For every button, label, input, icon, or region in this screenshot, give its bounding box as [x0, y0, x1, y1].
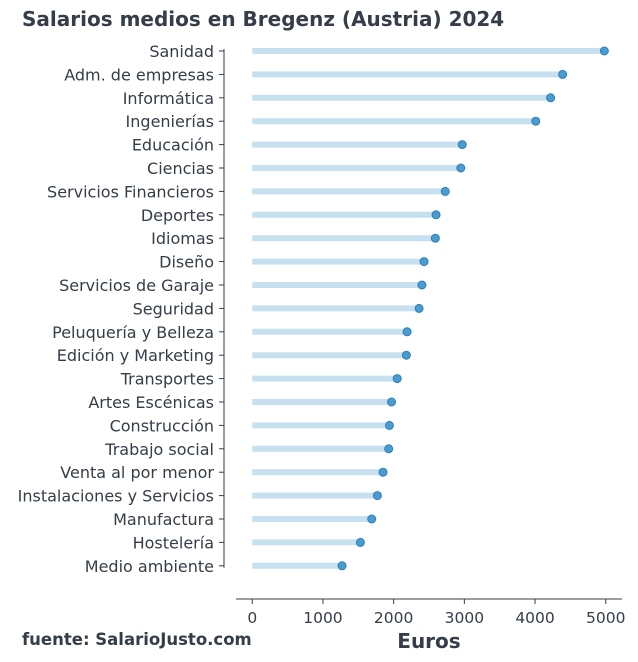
lollipop-dot: [599, 46, 609, 56]
category-label: Peluquería y Belleza: [52, 323, 214, 342]
lollipop-dot: [419, 257, 429, 267]
category-label: Diseño: [159, 253, 214, 272]
x-tick-label: 0: [247, 609, 257, 627]
category-label: Deportes: [141, 206, 214, 225]
category-label: Transportes: [120, 370, 214, 389]
category-label: Adm. de empresas: [64, 65, 214, 84]
category-label: Servicios Financieros: [47, 182, 214, 201]
x-axis-label: Euros: [397, 629, 460, 653]
category-label: Medio ambiente: [85, 557, 214, 576]
lollipop-dot: [402, 327, 412, 337]
lollipop-dot: [417, 280, 427, 290]
lollipop-dot: [378, 467, 388, 477]
lollipop-dot: [387, 397, 397, 407]
lollipop-dot: [355, 537, 365, 547]
category-label: Venta al por menor: [60, 463, 214, 482]
lollipop-dot: [372, 491, 382, 501]
x-tick-label: 2000: [374, 609, 413, 627]
lollipop-dot: [531, 116, 541, 126]
lollipop-dot: [384, 444, 394, 454]
x-tick-label: 3000: [445, 609, 484, 627]
lollipop-dot: [440, 186, 450, 196]
category-label: Construcción: [110, 416, 214, 435]
category-label: Ingenierías: [126, 112, 214, 131]
category-label: Informática: [123, 89, 214, 108]
x-tick-label: 4000: [515, 609, 554, 627]
plot-area: Sanidad Adm. de empresas Informática Ingeni…: [18, 42, 626, 627]
category-label: Hostelería: [133, 533, 214, 552]
category-label: Educación: [132, 136, 214, 155]
lollipop-dot: [337, 561, 347, 571]
category-label: Artes Escénicas: [88, 393, 214, 412]
lollipop-dot: [401, 350, 411, 360]
lollipop-dot: [430, 233, 440, 243]
source-note: fuente: SalarioJusto.com: [22, 630, 252, 649]
category-label: Sanidad: [149, 42, 214, 61]
category-label: Idiomas: [151, 229, 214, 248]
category-label: Instalaciones y Servicios: [18, 487, 214, 506]
x-tick-label: 1000: [303, 609, 342, 627]
category-label: Edición y Marketing: [57, 346, 214, 365]
lollipop-dot: [384, 420, 394, 430]
category-label: Ciencias: [147, 159, 214, 178]
lollipop-dot: [546, 93, 556, 103]
category-label: Manufactura: [113, 510, 214, 529]
category-label: Servicios de Garaje: [59, 276, 214, 295]
lollipop-dot: [558, 69, 568, 79]
category-label: Trabajo social: [104, 440, 214, 459]
lollipop-dot: [431, 210, 441, 220]
lollipop-dot: [414, 303, 424, 313]
x-tick-label: 5000: [586, 609, 625, 627]
chart-title: Salarios medios en Bregenz (Austria) 202…: [22, 7, 504, 31]
lollipop-dot: [367, 514, 377, 524]
lollipop-dot: [392, 374, 402, 384]
category-label: Seguridad: [133, 299, 214, 318]
lollipop-dot: [457, 140, 467, 150]
lollipop-dot: [456, 163, 466, 173]
